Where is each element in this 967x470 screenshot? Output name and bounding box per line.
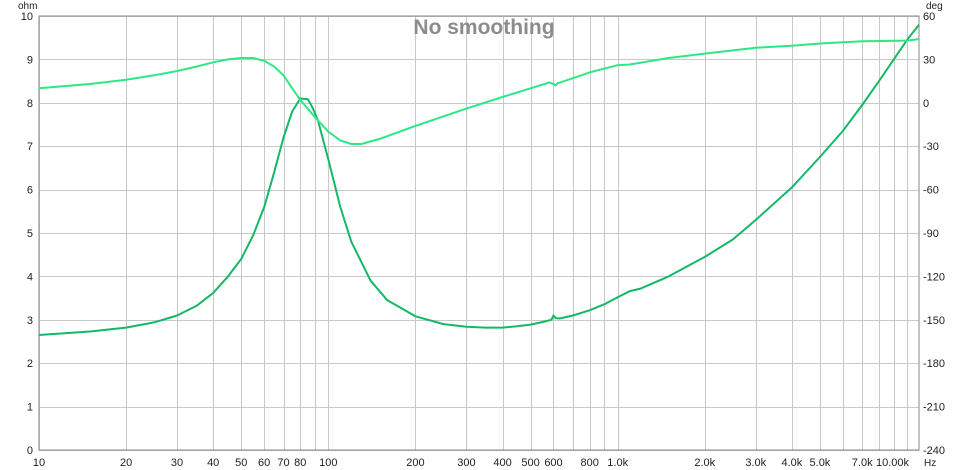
phase-series-line [38,38,920,145]
x-tick-label: 2.0k [694,457,715,469]
impedance-series-line [38,24,920,336]
x-tick-label: 100 [319,457,337,469]
x-tick-label: 500 [521,457,539,469]
right-tick-label: -90 [923,228,939,240]
right-tick-label: -240 [923,445,945,457]
right-tick-label: -180 [923,358,945,370]
left-tick-label: 4 [27,271,33,283]
x-axis-unit: Hz [924,458,936,469]
right-tick-label: -150 [923,315,945,327]
x-tick-label: 200 [406,457,424,469]
x-tick-label: 80 [294,457,306,469]
x-axis-ticks: 10 20 30 40 50 60 70 80 100 200 300 400 500 600 800 1.0… [33,457,910,469]
left-tick-label: 2 [27,358,33,370]
x-tick-label: 7.0k [852,457,873,469]
chart-title: No smoothing [413,16,554,39]
right-tick-label: 0 [923,98,929,110]
left-tick-label: 10 [21,11,33,23]
left-tick-label: 6 [27,185,33,197]
x-tick-label: 50 [235,457,247,469]
right-tick-label: -60 [923,185,939,197]
x-tick-label: 400 [493,457,511,469]
x-tick-label: 70 [277,457,289,469]
x-tick-label: 800 [580,457,598,469]
x-tick-label: 5.0k [810,457,831,469]
x-tick-label: 1.0k [607,457,628,469]
left-axis-unit: ohm [18,1,37,12]
left-tick-label: 8 [27,98,33,110]
x-tick-label: 300 [457,457,475,469]
plot-frame [38,15,920,451]
left-axis-ticks: 0 1 2 3 4 5 6 7 8 9 10 [21,11,33,457]
x-tick-label: 30 [171,457,183,469]
x-tick-label: 4.0k [781,457,802,469]
left-tick-label: 5 [27,228,33,240]
right-tick-label: -120 [923,271,945,283]
left-tick-label: 1 [27,402,33,414]
left-tick-label: 0 [27,445,33,457]
x-tick-label: 60 [258,457,270,469]
x-tick-label: 600 [544,457,562,469]
right-tick-label: -210 [923,402,945,414]
left-tick-label: 3 [27,315,33,327]
left-tick-label: 9 [27,54,33,66]
right-axis-unit: deg [926,1,943,12]
right-tick-label: 30 [923,54,935,66]
right-tick-label: -30 [923,141,939,153]
series-layer [38,24,920,336]
x-tick-label: 20 [120,457,132,469]
x-tick-label: 10.00k [876,457,910,469]
right-axis-ticks: -240 -210 -180 -150 -120 -90 -60 -30 0 30 60 [923,11,945,457]
left-tick-label: 7 [27,141,33,153]
right-tick-label: 60 [923,11,935,23]
x-tick-label: 40 [207,457,219,469]
x-tick-label: 3.0k [745,457,766,469]
x-tick-label: 10 [33,457,45,469]
